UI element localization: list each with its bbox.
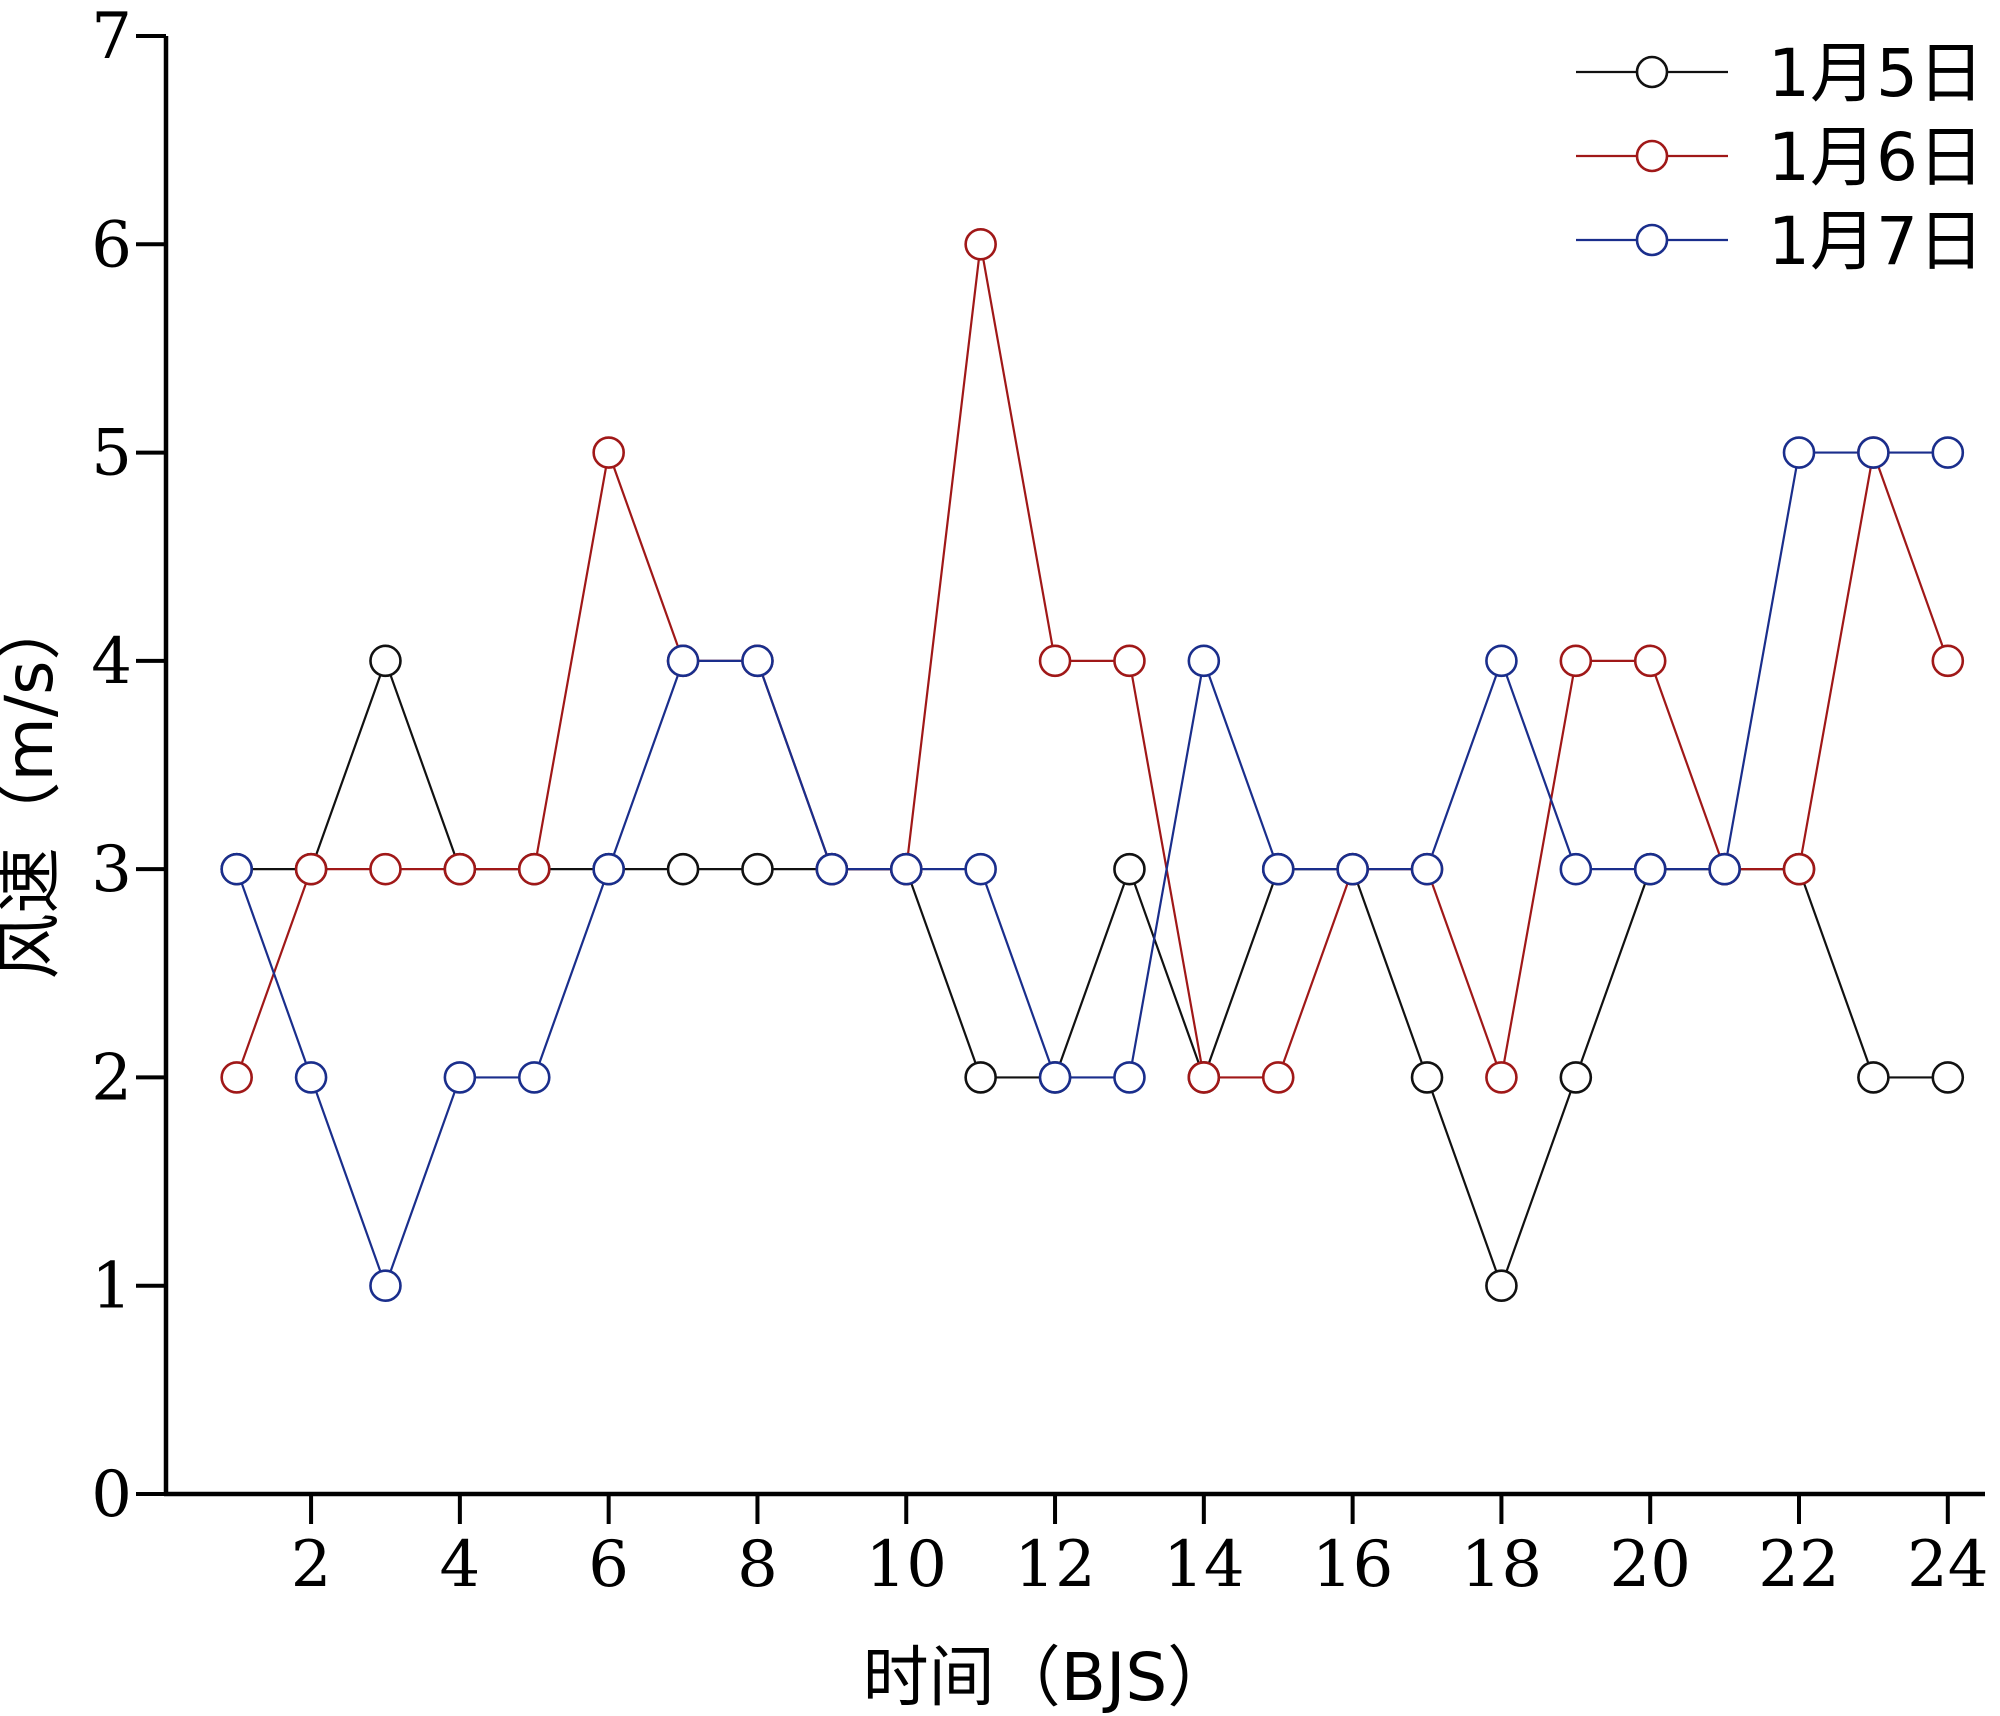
data-point (1559, 852, 1593, 886)
data-point (889, 852, 923, 886)
x-tick-label: 8 (737, 1528, 778, 1602)
y-tick-label: 0 (91, 1458, 132, 1532)
data-point (741, 644, 774, 678)
series-line (235, 244, 1949, 1082)
legend-entry: 1月7日 (1576, 203, 1984, 280)
data-point (1038, 644, 1072, 678)
data-point (1782, 436, 1816, 469)
data-point (1485, 1061, 1518, 1094)
data-point (294, 852, 328, 886)
legend-marker (1635, 139, 1669, 173)
y-tick-label: 1 (91, 1250, 132, 1324)
x-tick-label: 24 (1907, 1528, 1988, 1602)
data-point (443, 852, 477, 886)
x-tick-label: 6 (588, 1528, 629, 1602)
data-point (964, 852, 997, 886)
data-point (1559, 1061, 1593, 1094)
data-point (741, 852, 774, 886)
legend-marker (1635, 55, 1669, 89)
y-tick-label: 2 (91, 1041, 132, 1115)
data-point (666, 644, 700, 678)
data-point (1113, 852, 1146, 886)
x-tick-label: 12 (1014, 1528, 1095, 1602)
data-point (369, 852, 402, 886)
data-point (666, 852, 700, 886)
data-point (1633, 852, 1667, 886)
y-tick-label: 3 (91, 833, 132, 907)
data-point (1485, 644, 1518, 678)
data-point (1187, 1061, 1221, 1094)
legend-label: 1月6日 (1768, 119, 1984, 196)
data-point (1410, 852, 1444, 886)
legend-entry: 1月5日 (1576, 35, 1984, 112)
y-tick-label: 6 (91, 208, 132, 282)
y-axis-title: 风速（m/s） (0, 595, 68, 980)
y-tick-label: 5 (91, 417, 132, 491)
data-point (1113, 644, 1146, 678)
data-point (1931, 1061, 1965, 1094)
data-point (220, 1061, 253, 1094)
x-tick-label: 4 (440, 1528, 481, 1602)
data-point (1485, 1269, 1518, 1303)
data-point (964, 227, 997, 261)
series-1 (236, 657, 1948, 1289)
data-point (592, 436, 625, 469)
data-point (1559, 644, 1593, 678)
x-tick-label: 10 (866, 1528, 947, 1602)
data-point (1857, 1061, 1890, 1094)
data-point (815, 852, 849, 886)
x-tick-label: 2 (291, 1528, 332, 1602)
data-point (1113, 1061, 1146, 1094)
data-point (443, 1061, 477, 1094)
x-tick-label: 16 (1312, 1528, 1393, 1602)
legend-entry: 1月6日 (1576, 119, 1984, 196)
data-point (1038, 1061, 1072, 1094)
legend-label: 1月5日 (1768, 35, 1984, 112)
data-point (369, 1269, 402, 1303)
data-point (1410, 1061, 1444, 1094)
data-point (592, 852, 625, 886)
data-point (369, 644, 402, 678)
data-point (517, 852, 551, 886)
x-axis-title: 时间（BJS） (863, 1639, 1234, 1716)
data-point (1187, 644, 1221, 678)
legend-label: 1月7日 (1768, 203, 1984, 280)
data-point (220, 852, 253, 886)
data-point (1857, 436, 1890, 469)
x-tick-label: 18 (1461, 1528, 1542, 1602)
data-point (1931, 644, 1965, 678)
data-point (294, 1061, 328, 1094)
y-tick-label: 7 (91, 0, 132, 74)
data-point (517, 1061, 551, 1094)
data-point (1261, 1061, 1295, 1094)
plot-area (220, 227, 1965, 1303)
series-2 (235, 244, 1949, 1082)
data-point (1782, 852, 1816, 886)
series-line (236, 657, 1948, 1289)
x-tick-label: 14 (1163, 1528, 1244, 1602)
x-tick-label: 20 (1609, 1528, 1690, 1602)
data-point (1261, 852, 1295, 886)
data-point (964, 1061, 997, 1094)
data-point (1336, 852, 1369, 886)
legend-marker (1635, 223, 1669, 257)
y-tick-label: 4 (91, 625, 132, 699)
data-point (1708, 852, 1741, 886)
series-3-markers (220, 436, 1965, 1303)
x-tick-label: 22 (1758, 1528, 1839, 1602)
data-point (1633, 644, 1667, 678)
data-point (1931, 436, 1965, 469)
